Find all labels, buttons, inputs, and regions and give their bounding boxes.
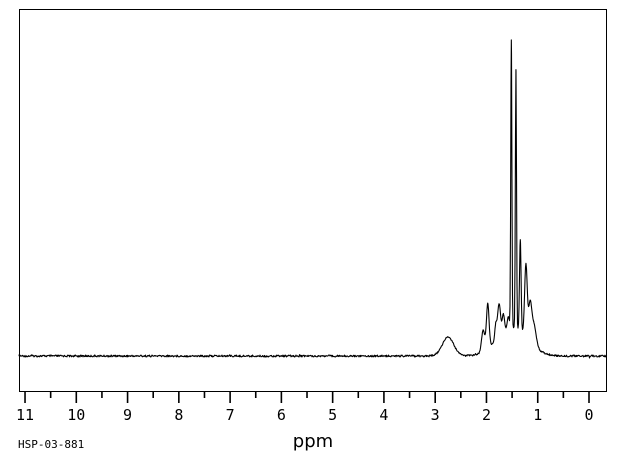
- x-axis-ticks: [24, 392, 590, 403]
- x-tick-label: 9: [123, 406, 132, 424]
- x-tick-label: 1: [533, 406, 542, 424]
- plot-frame: [19, 9, 607, 392]
- x-tick-label: 0: [584, 406, 593, 424]
- x-tick-label: 11: [16, 406, 34, 424]
- x-axis-tick-labels: 11 10 9 8 7 6 5 4 3 2 1 0: [16, 406, 594, 424]
- x-tick-label: 2: [482, 406, 491, 424]
- x-tick-label: 6: [277, 406, 286, 424]
- sample-id-label: HSP-03-881: [18, 438, 85, 451]
- nmr-trace: [18, 39, 608, 359]
- x-tick-label: 5: [328, 406, 337, 424]
- x-tick-label: 10: [67, 406, 85, 424]
- x-tick-label: 8: [174, 406, 183, 424]
- x-axis-unit-label: ppm: [292, 431, 334, 452]
- x-tick-label: 4: [379, 406, 388, 424]
- x-tick-label: 3: [431, 406, 440, 424]
- x-tick-label: 7: [226, 406, 235, 424]
